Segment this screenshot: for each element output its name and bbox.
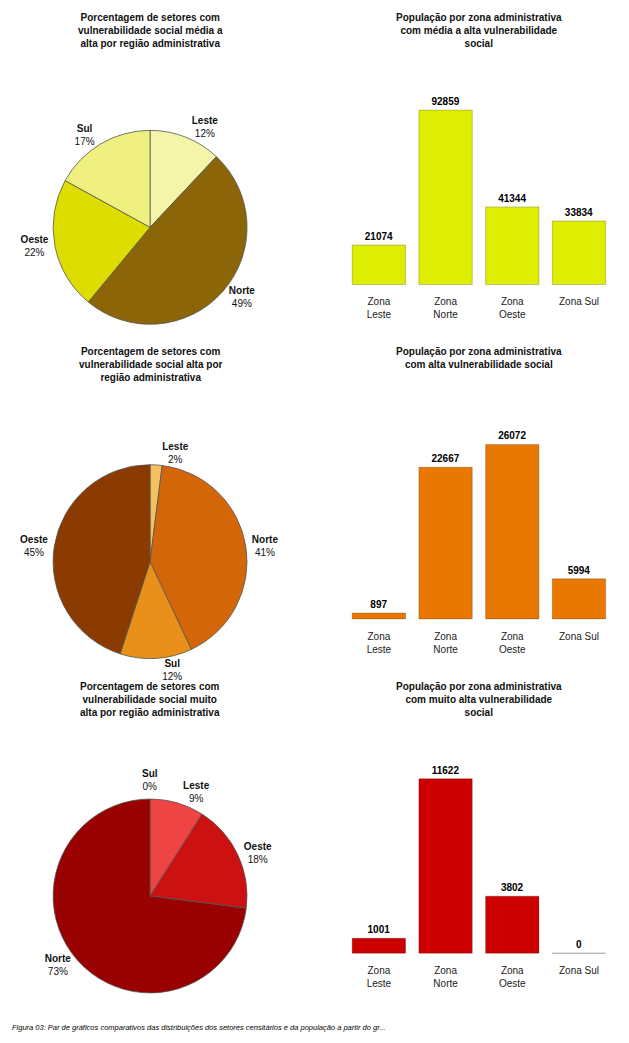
- svg-text:População por zona administrat: População por zona administrativacom alt…: [396, 346, 562, 370]
- svg-text:3802: 3802: [501, 882, 524, 893]
- svg-text:ZonaNorte: ZonaNorte: [433, 296, 458, 320]
- svg-text:41344: 41344: [498, 193, 526, 204]
- svg-text:ZonaOeste: ZonaOeste: [499, 965, 526, 989]
- svg-text:ZonaLeste: ZonaLeste: [367, 296, 392, 320]
- svg-text:ZonaLeste: ZonaLeste: [367, 965, 392, 989]
- svg-text:Norte41%: Norte41%: [252, 534, 279, 558]
- svg-text:População por zona administrat: População por zona administrativacom mui…: [396, 681, 562, 718]
- svg-text:0: 0: [576, 939, 582, 950]
- svg-text:Oeste45%: Oeste45%: [20, 534, 48, 558]
- svg-text:Sul17%: Sul17%: [75, 123, 95, 147]
- svg-text:Oeste22%: Oeste22%: [21, 234, 49, 258]
- svg-text:92859: 92859: [431, 96, 459, 107]
- svg-text:22667: 22667: [431, 453, 459, 464]
- svg-text:Norte49%: Norte49%: [229, 285, 256, 309]
- svg-text:21074: 21074: [365, 231, 393, 242]
- svg-text:Leste9%: Leste9%: [183, 780, 210, 804]
- svg-text:26072: 26072: [498, 430, 526, 441]
- svg-text:População por zona administrat: População por zona administrativacom méd…: [396, 12, 562, 49]
- svg-text:Porcentagem de setores comvuln: Porcentagem de setores comvulnerabilidad…: [80, 681, 220, 718]
- svg-text:Sul0%: Sul0%: [142, 768, 158, 792]
- svg-text:Figura 03: Par de gráficos com: Figura 03: Par de gráficos comparativos …: [12, 1023, 386, 1032]
- svg-text:Sul12%: Sul12%: [162, 658, 182, 682]
- svg-text:Porcentagem de setores comvuln: Porcentagem de setores comvulnerabilidad…: [79, 346, 222, 383]
- svg-text:Leste12%: Leste12%: [192, 115, 219, 139]
- svg-text:ZonaOeste: ZonaOeste: [499, 296, 526, 320]
- svg-text:ZonaNorte: ZonaNorte: [433, 631, 458, 655]
- svg-text:5994: 5994: [568, 565, 591, 576]
- svg-text:33834: 33834: [565, 207, 593, 218]
- svg-text:ZonaOeste: ZonaOeste: [499, 631, 526, 655]
- svg-text:1001: 1001: [368, 924, 391, 935]
- svg-text:ZonaLeste: ZonaLeste: [367, 631, 392, 655]
- svg-text:Porcentagem de setores comvuln: Porcentagem de setores comvulnerabilidad…: [78, 12, 223, 49]
- svg-text:Zona Sul: Zona Sul: [559, 631, 599, 642]
- svg-text:ZonaNorte: ZonaNorte: [433, 965, 458, 989]
- svg-text:11622: 11622: [432, 765, 460, 776]
- svg-text:Zona Sul: Zona Sul: [559, 296, 599, 307]
- svg-text:Oeste18%: Oeste18%: [244, 841, 272, 865]
- svg-text:897: 897: [370, 599, 387, 610]
- svg-text:Norte73%: Norte73%: [45, 953, 72, 977]
- svg-text:Zona Sul: Zona Sul: [559, 965, 599, 976]
- svg-text:Leste2%: Leste2%: [162, 441, 189, 465]
